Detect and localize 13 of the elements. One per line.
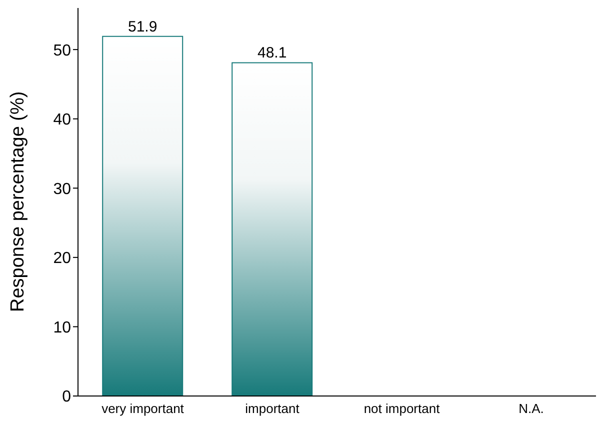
- x-tick-label: N.A.: [518, 401, 544, 416]
- y-tick-label: 40: [53, 112, 72, 129]
- y-tick-label: 50: [53, 42, 72, 60]
- data-label: 48.1: [258, 44, 287, 62]
- y-tick-label: 10: [53, 319, 72, 336]
- data-label: 51.9: [128, 18, 158, 36]
- x-tick-label: very important: [102, 401, 184, 416]
- y-tick-label: 0: [62, 388, 72, 406]
- y-tick-label: 30: [53, 180, 72, 198]
- x-tick-label: important: [245, 401, 300, 416]
- y-tick-label: 20: [53, 250, 72, 268]
- x-tick-label: not important: [364, 401, 440, 416]
- y-axis-title: Response percentage (%): [8, 91, 29, 312]
